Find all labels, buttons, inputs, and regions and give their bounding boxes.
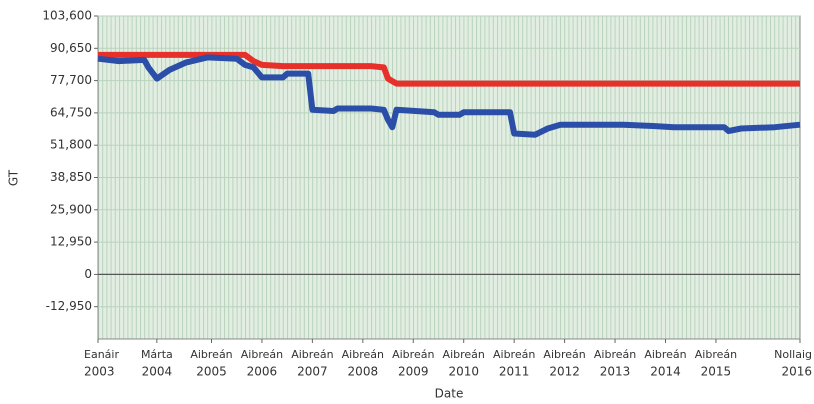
x-tick-month: Aibreán xyxy=(342,348,384,361)
y-tick-label: 25,900 xyxy=(50,202,92,216)
y-tick-label: 38,850 xyxy=(50,170,92,184)
x-tick-year: 2016 xyxy=(781,365,812,379)
x-tick-month: Aibreán xyxy=(543,348,585,361)
y-tick-label: 64,750 xyxy=(50,105,92,119)
x-tick-year: 2006 xyxy=(247,365,278,379)
y-axis-title: GT xyxy=(7,169,21,186)
y-tick-label: 12,950 xyxy=(50,235,92,249)
x-tick-year: 2014 xyxy=(650,365,681,379)
x-tick-year: 2010 xyxy=(448,365,479,379)
y-tick-label: 51,800 xyxy=(50,138,92,152)
x-tick-year: 2013 xyxy=(600,365,631,379)
y-tick-label: 103,600 xyxy=(42,9,92,23)
x-tick-year: 2007 xyxy=(297,365,328,379)
x-tick-month: Aibreán xyxy=(291,348,333,361)
x-tick-year: 2004 xyxy=(142,365,173,379)
x-tick-year: 2005 xyxy=(196,365,227,379)
x-tick-month: Nollaig xyxy=(774,348,812,361)
x-tick-month: Aibreán xyxy=(241,348,283,361)
x-tick-month: Aibreán xyxy=(644,348,686,361)
y-tick-label: -12,950 xyxy=(46,299,92,313)
x-tick-month: Aibreán xyxy=(190,348,232,361)
x-tick-year: 2008 xyxy=(348,365,379,379)
x-axis-title: Date xyxy=(435,387,464,401)
y-tick-label: 0 xyxy=(84,267,92,281)
x-tick-year: 2003 xyxy=(84,365,115,379)
x-tick-month: Márta xyxy=(141,348,173,361)
series-line xyxy=(97,54,801,138)
x-tick-year: 2015 xyxy=(701,365,732,379)
series-line xyxy=(98,51,800,87)
x-tick-year: 2012 xyxy=(549,365,580,379)
y-tick-label: 77,700 xyxy=(50,73,92,87)
x-tick-month: Aibreán xyxy=(443,348,485,361)
x-tick-month: Aibreán xyxy=(493,348,535,361)
y-tick-label: 90,650 xyxy=(50,41,92,55)
x-tick-month: Aibreán xyxy=(594,348,636,361)
x-tick-year: 2011 xyxy=(499,365,530,379)
x-tick-year: 2009 xyxy=(398,365,429,379)
x-tick-month: Aibreán xyxy=(695,348,737,361)
x-tick-month: Aibreán xyxy=(392,348,434,361)
x-tick-month: Eanáir xyxy=(84,348,119,361)
